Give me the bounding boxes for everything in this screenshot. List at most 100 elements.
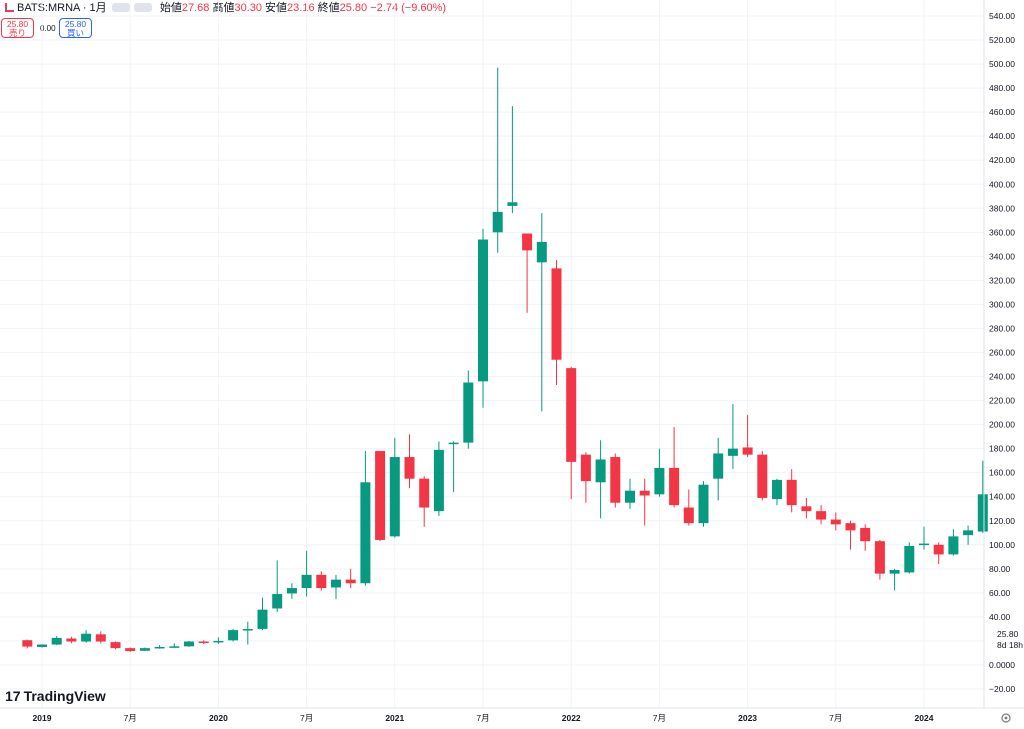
y-tick-label: 220.00 xyxy=(989,396,1015,406)
x-tick-label: 2023 xyxy=(738,713,757,723)
candle-body[interactable] xyxy=(595,459,606,483)
candle-body[interactable] xyxy=(786,479,797,506)
candle-body[interactable] xyxy=(522,233,533,251)
interval-label[interactable]: 1月 xyxy=(89,2,107,14)
candle-body[interactable] xyxy=(169,646,180,648)
tradingview-logo[interactable]: 17 TradingView xyxy=(5,688,106,706)
y-tick-label: 500.00 xyxy=(989,59,1015,69)
candle-body[interactable] xyxy=(492,211,503,233)
candle-body[interactable] xyxy=(507,202,518,206)
candle-body[interactable] xyxy=(22,640,33,647)
sell-label: 売り xyxy=(8,28,26,38)
y-tick-label: 160.00 xyxy=(989,468,1015,478)
candle-body[interactable] xyxy=(228,630,239,641)
close-value: 25.80 xyxy=(339,2,368,14)
candle-body[interactable] xyxy=(625,490,635,503)
x-tick-label: 2021 xyxy=(385,713,404,723)
candle-body[interactable] xyxy=(110,642,121,649)
candle-body[interactable] xyxy=(933,544,944,555)
y-tick-label: 120.00 xyxy=(989,516,1015,526)
candle-body[interactable] xyxy=(816,511,827,520)
candle-body[interactable] xyxy=(360,482,371,584)
candle-body[interactable] xyxy=(37,644,47,647)
candle-body[interactable] xyxy=(125,648,136,652)
candle-body[interactable] xyxy=(448,442,459,445)
candle-body[interactable] xyxy=(580,454,591,482)
candle-body[interactable] xyxy=(51,637,62,645)
candle-body[interactable] xyxy=(242,629,253,631)
candle-body[interactable] xyxy=(654,467,665,495)
candle-body[interactable] xyxy=(727,448,738,456)
x-tick-label: 2022 xyxy=(562,713,581,723)
candle-body[interactable] xyxy=(301,574,312,589)
candle-body[interactable] xyxy=(375,451,386,540)
symbol-name[interactable]: BATS:MRNA xyxy=(17,2,80,14)
candle-body[interactable] xyxy=(81,633,92,642)
candle-body[interactable] xyxy=(830,519,841,525)
candle-body[interactable] xyxy=(977,494,988,532)
candle-body[interactable] xyxy=(139,648,150,651)
candle-body[interactable] xyxy=(610,457,621,503)
candle-body[interactable] xyxy=(963,530,974,536)
candle-body[interactable] xyxy=(478,239,488,382)
settings-gear-icon[interactable] xyxy=(1001,713,1011,723)
candle-body[interactable] xyxy=(154,646,165,649)
candle-body[interactable] xyxy=(198,641,209,644)
y-tick-label: 460.00 xyxy=(989,107,1015,117)
x-tick-label: 7月 xyxy=(300,713,313,723)
legend-bar: BATS:MRNA · 1月 始値27.68 高値30.30 安値23.16 終… xyxy=(0,0,990,16)
candle-body[interactable] xyxy=(669,467,680,506)
sell-button[interactable]: 25.80 売り xyxy=(1,18,34,38)
y-tick-label: 0.0000 xyxy=(989,660,1015,670)
candle-body[interactable] xyxy=(948,536,959,555)
candle-body[interactable] xyxy=(345,579,356,584)
candle-body[interactable] xyxy=(639,490,650,496)
candle-body[interactable] xyxy=(316,574,327,589)
candle-body[interactable] xyxy=(742,447,753,455)
candle-body[interactable] xyxy=(698,484,709,524)
candle-body[interactable] xyxy=(331,579,341,588)
candle-body[interactable] xyxy=(919,543,929,546)
candle-body[interactable] xyxy=(433,449,444,512)
candle-body[interactable] xyxy=(404,457,415,479)
candle-body[interactable] xyxy=(772,479,782,500)
candle-body[interactable] xyxy=(860,527,871,542)
symbol-logo-icon xyxy=(5,3,14,12)
candle-body[interactable] xyxy=(419,478,430,508)
tradingview-logo-text: TradingView xyxy=(23,688,106,704)
candle-body[interactable] xyxy=(551,268,562,360)
candle-body[interactable] xyxy=(66,638,77,642)
candle-body[interactable] xyxy=(713,453,724,479)
candle-body[interactable] xyxy=(389,457,400,537)
candle-bodies xyxy=(22,202,988,652)
price-axis[interactable]: −20.00 0.0000 40.00 60.00 80.00 100.00 120.00 1… xyxy=(983,0,1016,708)
candle-body[interactable] xyxy=(536,241,547,263)
candle-body[interactable] xyxy=(184,641,194,647)
spread-value: 0.00 xyxy=(40,24,56,33)
x-tick-label: 2020 xyxy=(209,713,228,723)
candle-body[interactable] xyxy=(286,588,297,594)
candle-body[interactable] xyxy=(757,454,768,498)
y-tick-label: 280.00 xyxy=(989,323,1015,333)
candle-body[interactable] xyxy=(801,506,812,512)
candle-body[interactable] xyxy=(889,570,900,574)
candle-body[interactable] xyxy=(95,634,106,642)
candle-body[interactable] xyxy=(257,609,268,629)
candle-body[interactable] xyxy=(904,545,915,573)
legend-toggle-icon[interactable] xyxy=(111,3,130,12)
price-badge-value: 25.80 xyxy=(997,629,1019,639)
y-tick-label: 80.00 xyxy=(989,564,1011,574)
candle-body[interactable] xyxy=(874,541,885,574)
candle-body[interactable] xyxy=(213,640,224,643)
candle-body[interactable] xyxy=(272,594,283,609)
grid xyxy=(0,0,984,708)
candle-body[interactable] xyxy=(683,507,694,524)
legend-more-icon[interactable] xyxy=(133,3,152,12)
candle-body[interactable] xyxy=(463,382,474,443)
candle-body[interactable] xyxy=(845,523,856,531)
time-axis[interactable]: 2019 7月 2020 7月 2021 7月 2022 7月 2023 7月 2024 xyxy=(0,707,1024,723)
y-tick-label: 320.00 xyxy=(989,275,1015,285)
candle-body[interactable] xyxy=(566,368,577,462)
buy-button[interactable]: 25.80 買い xyxy=(59,18,92,38)
